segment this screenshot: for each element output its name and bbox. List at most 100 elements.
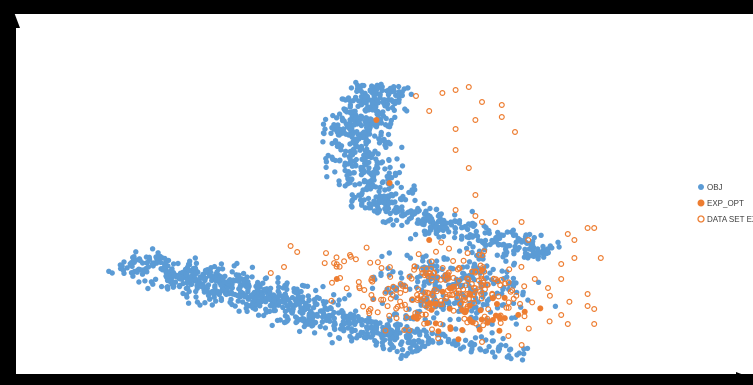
- point-obj: [473, 315, 479, 321]
- point-obj: [354, 143, 360, 149]
- point-obj: [469, 208, 475, 215]
- point-obj: [373, 156, 379, 162]
- point-obj: [484, 298, 491, 304]
- point-obj: [373, 342, 379, 348]
- point-data-set-exp: [472, 213, 479, 220]
- point-obj: [274, 317, 281, 324]
- point-obj: [387, 164, 393, 171]
- point-obj: [473, 228, 479, 235]
- point-exp-opt: [477, 307, 484, 314]
- point-obj: [362, 94, 368, 100]
- point-exp-opt: [432, 320, 439, 327]
- point-obj: [500, 335, 506, 342]
- point-obj: [183, 271, 189, 278]
- point-obj: [332, 169, 338, 175]
- point-obj: [399, 222, 405, 229]
- point-obj: [252, 306, 259, 312]
- point-data-set-exp: [374, 259, 381, 266]
- point-obj: [323, 317, 330, 323]
- point-obj: [202, 300, 208, 306]
- point-obj: [230, 277, 237, 283]
- point-obj: [369, 182, 376, 189]
- point-data-set-exp: [413, 92, 420, 99]
- point-obj: [171, 272, 177, 278]
- point-obj: [363, 335, 369, 341]
- point-obj: [267, 302, 273, 309]
- point-obj: [391, 88, 397, 95]
- point-obj: [244, 308, 250, 315]
- point-obj: [367, 334, 374, 340]
- point-data-set-exp: [403, 314, 410, 321]
- point-obj: [395, 83, 402, 90]
- point-obj: [348, 326, 355, 332]
- point-data-set-exp: [584, 303, 591, 310]
- point-data-set-exp: [464, 275, 471, 282]
- point-obj: [353, 319, 359, 325]
- point-obj: [399, 275, 405, 281]
- point-data-set-exp: [356, 283, 363, 290]
- point-exp-opt: [435, 328, 442, 335]
- point-data-set-exp: [403, 306, 410, 313]
- point-data-set-exp: [529, 299, 536, 306]
- point-obj: [425, 278, 432, 285]
- point-obj: [336, 141, 342, 147]
- point-obj: [490, 239, 496, 245]
- point-exp-opt: [515, 311, 522, 318]
- point-obj: [359, 317, 365, 323]
- point-data-set-exp: [419, 270, 426, 277]
- point-obj: [445, 338, 451, 345]
- point-obj: [193, 271, 199, 277]
- point-data-set-exp: [361, 287, 368, 294]
- point-obj: [380, 99, 386, 105]
- point-obj: [170, 261, 177, 267]
- point-data-set-exp: [506, 266, 513, 273]
- point-exp-opt: [478, 316, 485, 323]
- point-obj: [382, 195, 388, 201]
- point-obj: [387, 85, 394, 92]
- point-exp-opt: [462, 309, 469, 316]
- point-obj: [223, 291, 229, 298]
- point-data-set-exp: [426, 107, 433, 114]
- point-obj: [386, 250, 392, 256]
- point-data-set-exp: [397, 289, 404, 296]
- point-obj: [366, 179, 372, 185]
- point-obj: [522, 234, 529, 240]
- point-data-set-exp: [481, 248, 488, 255]
- point-obj: [456, 220, 463, 226]
- x-axis-arrowhead: [736, 372, 752, 384]
- point-exp-opt: [373, 117, 380, 123]
- point-obj: [366, 205, 372, 211]
- point-obj: [452, 212, 458, 218]
- legend-label-data-set-exp: DATA SET EXP: [707, 215, 753, 224]
- point-obj: [192, 255, 198, 261]
- point-data-set-exp: [294, 249, 301, 256]
- point-obj: [535, 279, 542, 285]
- point-obj: [361, 129, 367, 135]
- point-obj: [385, 322, 391, 328]
- point-obj: [407, 236, 414, 242]
- point-obj: [470, 244, 476, 250]
- point-obj: [211, 263, 218, 270]
- point-obj: [236, 272, 242, 278]
- point-obj: [240, 299, 246, 305]
- point-obj: [398, 184, 404, 191]
- point-obj: [489, 330, 495, 336]
- series-data-set-exp-points: [267, 83, 604, 349]
- point-obj: [415, 279, 421, 285]
- point-data-set-exp: [461, 297, 468, 304]
- point-obj: [298, 288, 304, 295]
- point-obj: [406, 216, 413, 222]
- point-exp-opt: [426, 237, 433, 243]
- point-obj: [495, 242, 502, 248]
- point-obj: [387, 210, 393, 217]
- point-exp-opt: [501, 294, 508, 301]
- point-obj: [356, 181, 363, 187]
- point-data-set-exp: [456, 264, 463, 271]
- point-data-set-exp: [427, 270, 434, 277]
- point-exp-opt: [467, 291, 474, 298]
- point-data-set-exp: [472, 285, 479, 292]
- point-obj: [164, 284, 171, 290]
- point-obj: [340, 314, 346, 320]
- point-obj: [379, 179, 386, 186]
- point-data-set-exp: [584, 291, 591, 298]
